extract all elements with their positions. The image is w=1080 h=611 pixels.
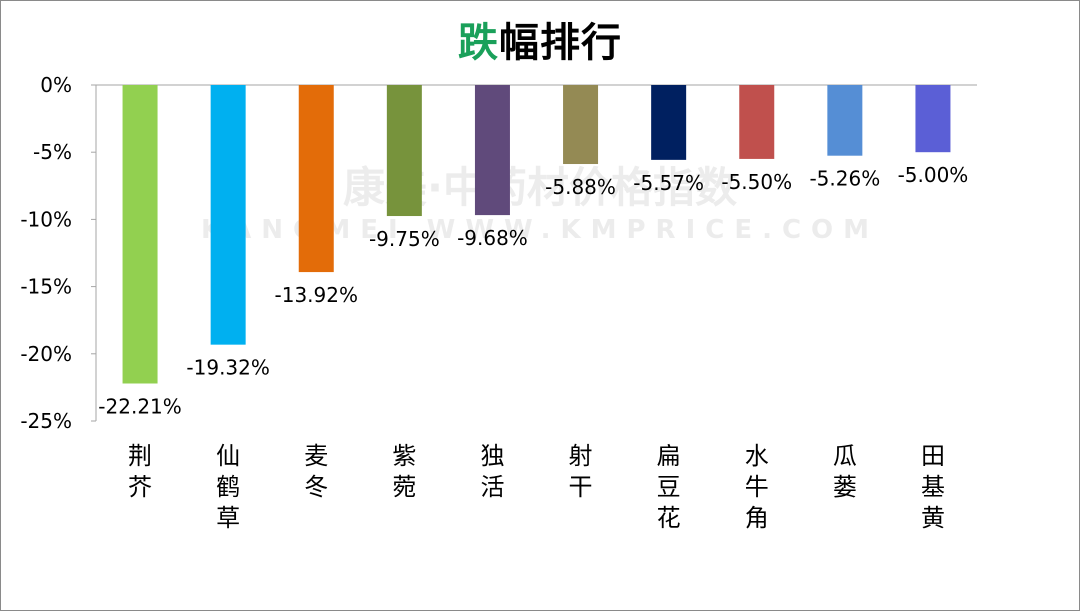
y-tick-label: -5% [33, 140, 72, 164]
y-tick-label: -15% [20, 275, 72, 299]
bars [122, 85, 951, 384]
y-tick-label: 0% [40, 73, 72, 97]
data-label: -5.88% [545, 175, 616, 199]
bar-1 [122, 85, 158, 384]
bar-4 [386, 85, 422, 217]
data-label: -5.00% [898, 163, 969, 187]
bar-5 [474, 85, 510, 216]
category-labels: 荆芥 仙鹤草 麦冬 紫菀 独活 射干 扁豆花 水牛角 瓜蒌 田基黄 [128, 442, 945, 532]
data-label: -5.50% [721, 170, 792, 194]
data-label: -9.75% [369, 227, 440, 251]
data-label: -22.21% [98, 395, 181, 419]
y-tick-label: -10% [20, 207, 72, 231]
data-labels: -22.21%-19.32%-13.92%-9.75% -9.68%-5.88% -… [98, 163, 968, 418]
bar-7 [651, 85, 687, 160]
category-label: 仙鹤草 [216, 442, 240, 532]
y-tick-label: -25% [20, 409, 72, 433]
bar-2 [210, 85, 246, 345]
data-label: -13.92% [275, 283, 358, 307]
bar-8 [739, 85, 775, 159]
data-label: -19.32% [186, 356, 269, 380]
bar-6 [563, 85, 599, 165]
category-label: 瓜蒌 [833, 442, 857, 501]
bar-9 [827, 85, 863, 156]
category-label: 紫菀 [392, 442, 416, 501]
category-label: 扁豆花 [657, 442, 681, 532]
data-label: -5.57% [633, 171, 704, 195]
bar-10 [915, 85, 951, 153]
title-accent: 跌 [458, 20, 499, 66]
category-label: 田基黄 [921, 442, 945, 532]
category-label: 水牛角 [745, 442, 769, 532]
bar-3 [298, 85, 334, 273]
category-label: 荆芥 [128, 442, 152, 501]
data-label: -9.68% [457, 226, 528, 250]
chart-title: 跌幅排行 [0, 10, 1080, 68]
y-tick-label: -20% [20, 342, 72, 366]
category-label: 射干 [569, 442, 593, 501]
title-rest: 幅排行 [499, 20, 622, 66]
category-label: 独活 [480, 442, 504, 501]
data-label: -5.26% [809, 167, 880, 191]
category-label: 麦冬 [304, 442, 328, 501]
